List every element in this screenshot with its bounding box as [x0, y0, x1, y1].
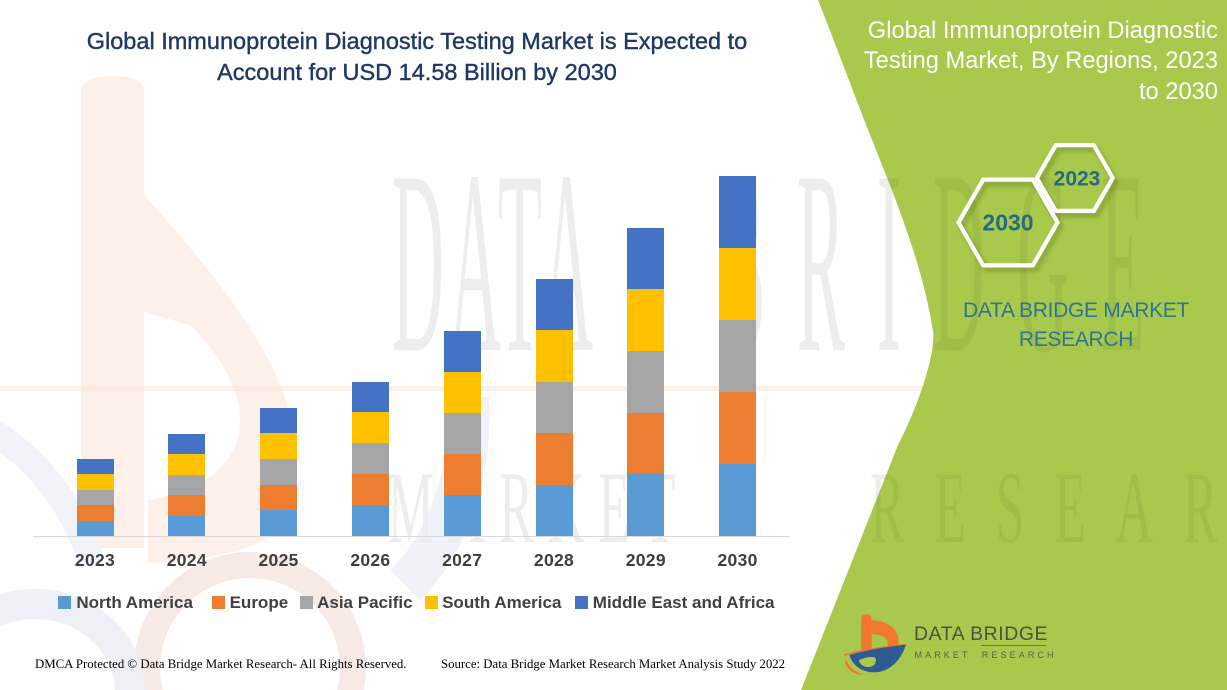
- svg-text:2030: 2030: [982, 210, 1033, 236]
- svg-text:RESEARCH: RESEARCH: [870, 450, 1227, 565]
- svg-text:2023: 2023: [1054, 168, 1101, 191]
- svg-text:BRIDGE: BRIDGE: [717, 117, 1177, 407]
